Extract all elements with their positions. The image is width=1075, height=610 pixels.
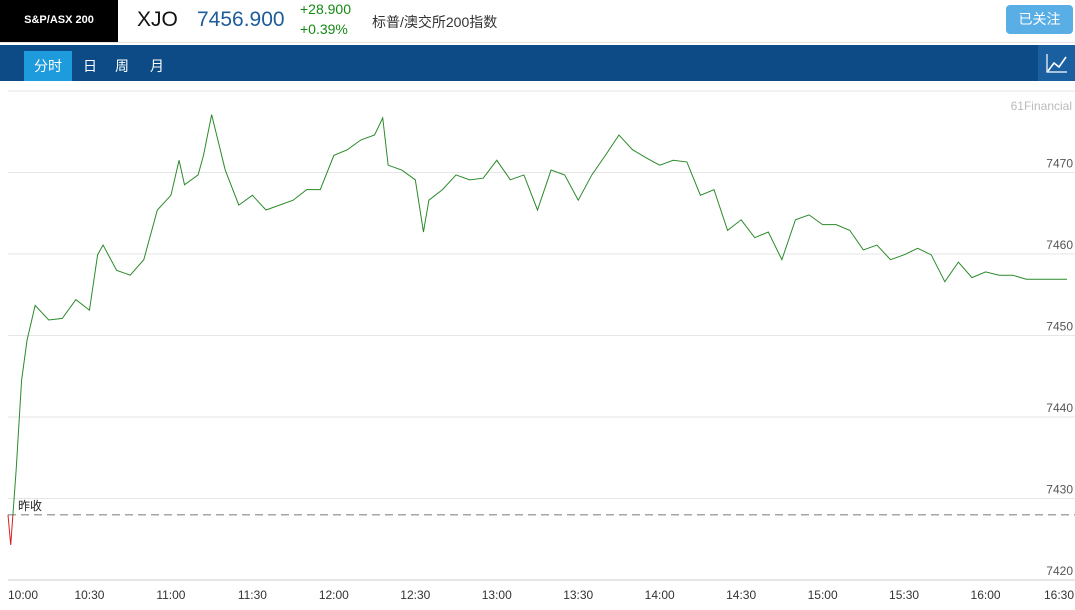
y-tick-label: 7460	[1046, 238, 1073, 252]
follow-button[interactable]: 已关注	[1006, 5, 1073, 34]
x-tick-label: 14:00	[645, 588, 675, 602]
icon-graphic	[1046, 54, 1067, 73]
chart-icon[interactable]	[1038, 45, 1075, 81]
x-tick-label: 11:00	[156, 588, 185, 602]
tab-bar: 分时 日 周 月	[0, 45, 1075, 81]
reference-label: 昨收	[18, 499, 42, 513]
tab[interactable]: 日	[83, 58, 97, 74]
x-tick-label: 10:00	[8, 588, 38, 602]
tab[interactable]: 分时	[24, 51, 72, 81]
x-tick-label: 16:00	[971, 588, 1001, 602]
x-tick-label: 11:30	[238, 588, 267, 602]
y-tick-label: 7470	[1046, 157, 1073, 171]
x-tick-label: 15:00	[808, 588, 838, 602]
x-tick-label: 13:30	[563, 588, 593, 602]
y-tick-label: 7450	[1046, 320, 1073, 334]
watermark: 61Financial	[1011, 99, 1072, 113]
tab[interactable]: 月	[150, 58, 164, 74]
change-pct: +0.39%	[300, 21, 348, 37]
y-tick-label: 7420	[1046, 564, 1073, 578]
x-tick-label: 12:30	[400, 588, 430, 602]
symbol: XJO	[137, 8, 178, 31]
change: +28.900	[300, 1, 351, 17]
header: S&P/ASX 200 XJO 7456.900 +28.900 +0.39% …	[0, 0, 1075, 43]
x-tick-label: 16:30	[1044, 588, 1074, 602]
x-tick-label: 12:00	[319, 588, 349, 602]
tab[interactable]: 周	[115, 58, 129, 74]
x-tick-label: 14:30	[726, 588, 756, 602]
price: 7456.900	[197, 8, 285, 31]
y-tick-label: 7440	[1046, 401, 1073, 415]
x-tick-label: 15:30	[889, 588, 919, 602]
logo: S&P/ASX 200	[0, 0, 118, 42]
index-name: 标普/澳交所200指数	[372, 14, 498, 30]
y-tick-label: 7430	[1046, 483, 1073, 497]
x-tick-label: 10:30	[74, 588, 104, 602]
x-tick-label: 13:00	[482, 588, 512, 602]
price-line	[7, 114, 1067, 545]
